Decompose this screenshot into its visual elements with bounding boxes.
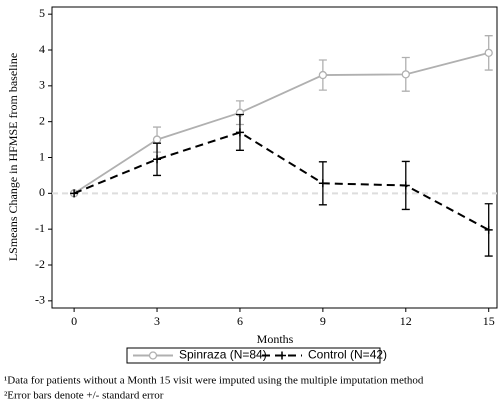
legend-label: Spinraza (N=84) bbox=[179, 348, 267, 362]
data-point bbox=[152, 135, 162, 144]
legend-marker bbox=[278, 351, 286, 360]
y-tick-label: 2 bbox=[39, 113, 45, 127]
legend-marker bbox=[148, 351, 158, 360]
x-tick-label: 15 bbox=[483, 314, 495, 328]
x-tick-label: 12 bbox=[400, 314, 412, 328]
data-point bbox=[318, 70, 328, 80]
data-point bbox=[235, 128, 244, 137]
y-tick-label: 4 bbox=[39, 42, 45, 56]
x-axis-label: Months bbox=[257, 332, 294, 346]
plot-frame bbox=[51, 6, 498, 309]
data-point bbox=[401, 70, 410, 79]
y-tick-label: 5 bbox=[39, 6, 45, 20]
x-tick-label: 6 bbox=[237, 314, 243, 328]
y-tick-label: 3 bbox=[39, 78, 45, 92]
y-tick-label: -3 bbox=[35, 293, 45, 307]
footnote: ¹Data for patients without a Month 15 vi… bbox=[4, 375, 424, 387]
data-point bbox=[484, 225, 493, 234]
data-point bbox=[70, 189, 79, 198]
data-point bbox=[153, 155, 162, 164]
data-point bbox=[318, 179, 327, 188]
x-tick-label: 0 bbox=[71, 314, 77, 328]
y-tick-label: -2 bbox=[35, 257, 45, 271]
footnote: ²Error bars denote +/- standard error bbox=[4, 390, 164, 402]
y-tick-label: 1 bbox=[39, 149, 45, 163]
x-tick-label: 3 bbox=[154, 314, 160, 328]
legend-box bbox=[126, 347, 381, 364]
y-tick-label: 0 bbox=[39, 185, 45, 199]
series-line bbox=[73, 51, 489, 195]
legend-label: Control (N=42) bbox=[308, 348, 387, 362]
y-tick-label: -1 bbox=[35, 221, 45, 235]
series-line bbox=[73, 131, 490, 231]
x-tick-label: 9 bbox=[320, 314, 326, 328]
data-point bbox=[484, 48, 493, 58]
data-point bbox=[401, 181, 410, 190]
y-axis-label: LSmeans Change in HFMSE from baseline bbox=[6, 53, 20, 261]
